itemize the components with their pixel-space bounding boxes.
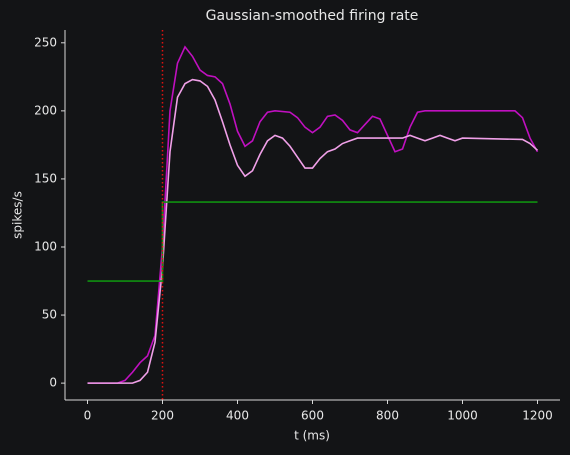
y-tick-label: 250 [34, 35, 57, 49]
x-tick-label: 0 [84, 409, 92, 423]
y-tick-label: 0 [49, 376, 57, 390]
x-tick-label: 1000 [447, 409, 478, 423]
y-tick-label: 50 [42, 308, 57, 322]
line-series [87, 45, 539, 384]
x-axis-label: t (ms) [294, 429, 330, 443]
x-tick-label: 800 [376, 409, 399, 423]
y-tick-label: 150 [34, 171, 57, 185]
y-axis-label: spikes/s [11, 191, 25, 239]
x-tick-label: 1200 [522, 409, 553, 423]
y-tick-label: 200 [34, 103, 57, 117]
x-tick-label: 600 [301, 409, 324, 423]
chart-title: Gaussian-smoothed firing rate [206, 8, 419, 24]
y-tick-label: 100 [34, 239, 57, 253]
line-series [87, 78, 539, 384]
line-series [87, 201, 538, 282]
x-tick-label: 400 [226, 409, 249, 423]
x-tick-label: 200 [151, 409, 174, 423]
